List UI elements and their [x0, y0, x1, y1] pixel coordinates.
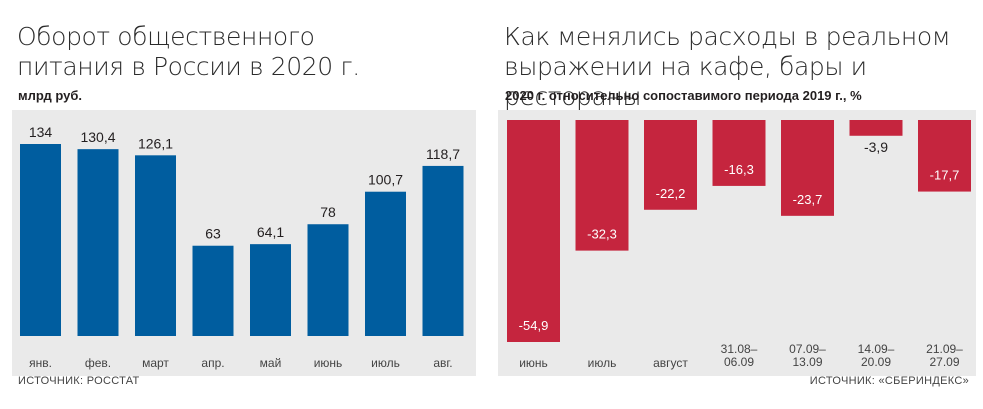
left-category-label: авг.: [433, 356, 452, 370]
right-bar-value-label: -16,3: [724, 162, 754, 177]
right-title-line2: выражении на кафе, бары и рестораны: [504, 52, 867, 111]
right-category-label: июнь: [519, 356, 548, 370]
right-bar-chart: -54,9 июнь -32,3 июль -22,2 август -16,3 31.08–…: [507, 120, 971, 370]
left-bar-value-label: 130,4: [80, 129, 115, 145]
left-bar: [250, 244, 291, 336]
left-category-label: фев.: [85, 356, 111, 370]
right-bar-value-label: -22,2: [656, 186, 686, 201]
right-bar-value-label: -3,9: [864, 139, 888, 155]
left-title-line2: питания в России в 2020 г.: [17, 52, 360, 81]
left-bar-chart: 134 янв. 130,4 фев. 126,1 март 63 апр. 64,1 май 78…: [20, 124, 464, 370]
left-bar-value-label: 63: [205, 226, 221, 242]
right-bar: [781, 120, 834, 216]
left-category-label: июль: [371, 356, 400, 370]
right-category-label: 06.09: [724, 355, 754, 369]
left-chart-source: ИСТОЧНИК: РОССТАТ: [18, 375, 140, 387]
left-category-label: июнь: [314, 356, 343, 370]
right-bar: [644, 120, 697, 210]
right-bar: [507, 120, 560, 342]
right-bar: [575, 120, 629, 251]
left-bar-value-label: 126,1: [138, 135, 173, 151]
left-bar-value-label: 100,7: [368, 172, 403, 188]
right-category-label: 14.09–: [858, 342, 895, 356]
left-bar: [365, 191, 406, 336]
left-category-label: апр.: [201, 356, 224, 370]
left-category-label: март: [142, 356, 169, 370]
right-bar-value-label: -32,3: [587, 227, 617, 242]
left-bar: [307, 224, 349, 336]
right-category-label: 20.09: [861, 355, 891, 369]
right-category-label: 31.08–: [721, 342, 758, 356]
right-title-line1: Как менялись расходы в реальном: [504, 22, 951, 51]
right-bar-value-label: -17,7: [930, 168, 960, 183]
right-bar-value-label: -23,7: [793, 192, 823, 207]
right-bar: [918, 120, 971, 192]
left-category-label: янв.: [29, 356, 52, 370]
left-chart-subtitle: млрд руб.: [18, 88, 82, 103]
left-bar: [422, 165, 464, 336]
left-chart-title: Оборот общественного питания в России в …: [17, 22, 360, 82]
right-category-label: 13.09: [792, 355, 822, 369]
left-bar-value-label: 118,7: [426, 146, 460, 162]
left-bar-value-label: 78: [320, 204, 336, 220]
right-chart-subtitle: 2020 г. относительно сопоставимого перио…: [505, 88, 862, 103]
left-bar: [192, 245, 234, 336]
right-chart-title: Как менялись расходы в реальном выражени…: [504, 22, 983, 112]
left-title-line1: Оборот общественного: [17, 22, 315, 51]
right-category-label: август: [653, 356, 688, 370]
right-category-label: 21.09–: [926, 342, 963, 356]
left-bar-value-label: 134: [29, 124, 53, 140]
right-category-label: 07.09–: [789, 342, 826, 356]
right-category-label: июль: [588, 356, 617, 370]
left-bar-value-label: 64,1: [257, 224, 284, 240]
right-bar: [849, 120, 903, 136]
right-bar-value-label: -54,9: [519, 318, 549, 333]
left-bar: [135, 155, 176, 336]
right-category-label: 27.09: [929, 355, 959, 369]
right-chart-source: ИСТОЧНИК: «СБЕРИНДЕКС»: [809, 375, 969, 387]
left-bar: [77, 149, 119, 336]
left-category-label: май: [260, 356, 282, 370]
right-bar: [712, 120, 766, 186]
left-bar: [20, 144, 61, 336]
